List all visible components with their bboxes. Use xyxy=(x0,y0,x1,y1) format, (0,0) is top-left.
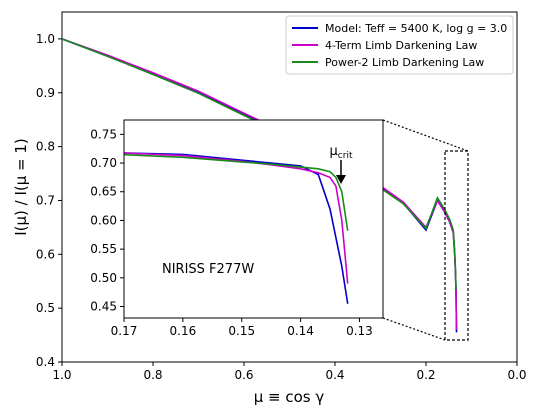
inset-annotation: NIRISS F277W xyxy=(162,262,254,277)
x-tick-label: 0.6 xyxy=(234,368,253,382)
y-tick-label: 0.4 xyxy=(36,355,55,369)
x-tick-label: 0.0 xyxy=(507,368,526,382)
zoom-connector-top xyxy=(382,119,469,152)
inset-background xyxy=(124,120,383,318)
inset-y-tick-label: 0.60 xyxy=(90,213,117,227)
inset-y-tick-label: 0.70 xyxy=(90,156,117,170)
legend: Model: Teff = 5400 K, log g = 3.0 4-Term… xyxy=(285,15,514,75)
inset-x-tick-label: 0.17 xyxy=(111,324,138,338)
inset-y-tick-label: 0.55 xyxy=(90,242,117,256)
zoom-region-box xyxy=(444,150,469,341)
inset-x-tick-label: 0.15 xyxy=(228,324,255,338)
legend-label-four-term: 4-Term Limb Darkening Law xyxy=(325,39,477,52)
legend-box xyxy=(285,15,514,75)
y-tick-label: 0.8 xyxy=(36,140,55,154)
inset-x-tick-label: 0.13 xyxy=(346,324,373,338)
inset-x-tick-label: 0.14 xyxy=(287,324,314,338)
mu-crit-arrow-head xyxy=(336,175,346,184)
x-tick-label: 0.2 xyxy=(416,368,435,382)
series-line-power2 xyxy=(62,38,457,291)
legend-label-model: Model: Teff = 5400 K, log g = 3.0 xyxy=(325,22,507,35)
inset-y-tick-label: 0.75 xyxy=(90,127,117,141)
x-tick-label: 0.8 xyxy=(143,368,162,382)
inset-series-line-power2 xyxy=(124,153,349,231)
x-tick-label: 0.4 xyxy=(325,368,344,382)
y-tick-label: 0.5 xyxy=(36,301,55,315)
inset-series-line-four-term xyxy=(124,152,349,284)
y-tick-label: 0.7 xyxy=(36,193,55,207)
y-tick-label: 0.6 xyxy=(36,247,55,261)
inset-x-tick-label: 0.16 xyxy=(170,324,197,338)
y-tick-label: 0.9 xyxy=(36,86,55,100)
x-tick-label: 1.0 xyxy=(52,368,71,382)
inset-y-tick-label: 0.65 xyxy=(90,185,117,199)
inset-y-tick-label: 0.50 xyxy=(90,271,117,285)
zoom-connector-bottom xyxy=(382,317,446,341)
inset-axes-frame xyxy=(123,119,384,319)
legend-label-power2: Power-2 Limb Darkening Law xyxy=(325,56,484,69)
inset-y-tick-label: 0.45 xyxy=(90,300,117,314)
y-tick-label: 1.0 xyxy=(36,32,55,46)
main-axes-frame xyxy=(61,11,518,363)
x-axis-label: μ ≡ cos γ xyxy=(254,388,325,406)
inset-series-line-model xyxy=(124,152,349,304)
y-axis-label: I(μ) / I(μ = 1) xyxy=(12,138,30,236)
